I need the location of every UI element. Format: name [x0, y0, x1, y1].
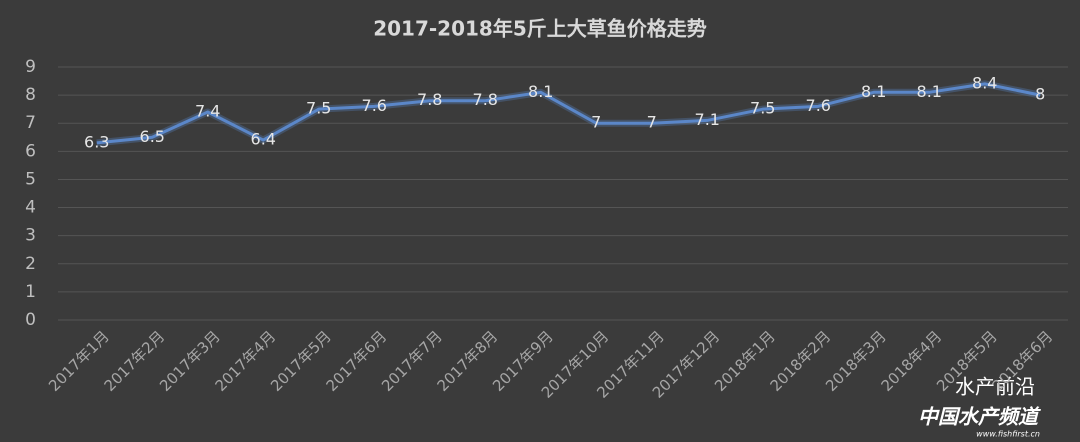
- data-label: 6.3: [84, 132, 109, 151]
- data-label: 7.4: [195, 101, 220, 120]
- y-tick-label: 4: [25, 198, 36, 218]
- data-label: 7.8: [473, 90, 498, 109]
- y-tick-label: 8: [25, 85, 36, 105]
- data-label: 7.5: [750, 99, 775, 118]
- data-label: 7.6: [362, 96, 387, 115]
- data-label: 7: [647, 113, 657, 132]
- data-label: 6.4: [251, 130, 276, 149]
- y-tick-label: 1: [25, 282, 36, 302]
- data-label: 8.1: [917, 82, 942, 101]
- data-label: 7: [591, 113, 601, 132]
- y-tick-label: 7: [25, 113, 36, 133]
- y-tick-label: 3: [25, 226, 36, 246]
- data-label: 7.6: [806, 96, 831, 115]
- data-label: 8: [1035, 85, 1045, 104]
- data-label: 6.5: [140, 127, 165, 146]
- data-label: 7.8: [417, 90, 442, 109]
- line: [96, 82, 1041, 145]
- data-label: 8.1: [861, 82, 886, 101]
- data-label: 8.1: [528, 82, 553, 101]
- chart-title: 2017-2018年5斤上大草鱼价格走势: [373, 17, 707, 41]
- data-label: 7.5: [306, 99, 331, 118]
- y-tick-label: 9: [25, 57, 36, 77]
- y-tick-label: 5: [25, 169, 36, 189]
- watermark: www.fishfirst.cn: [976, 430, 1040, 439]
- data-label: 8.4: [972, 73, 997, 92]
- y-tick-label: 6: [25, 141, 36, 161]
- y-tick-label: 2: [25, 254, 36, 274]
- watermark: 水产前沿: [955, 375, 1035, 399]
- data-label: 7.1: [695, 110, 720, 129]
- watermark: 中国水产频道: [918, 405, 1041, 429]
- y-tick-label: 0: [25, 310, 36, 330]
